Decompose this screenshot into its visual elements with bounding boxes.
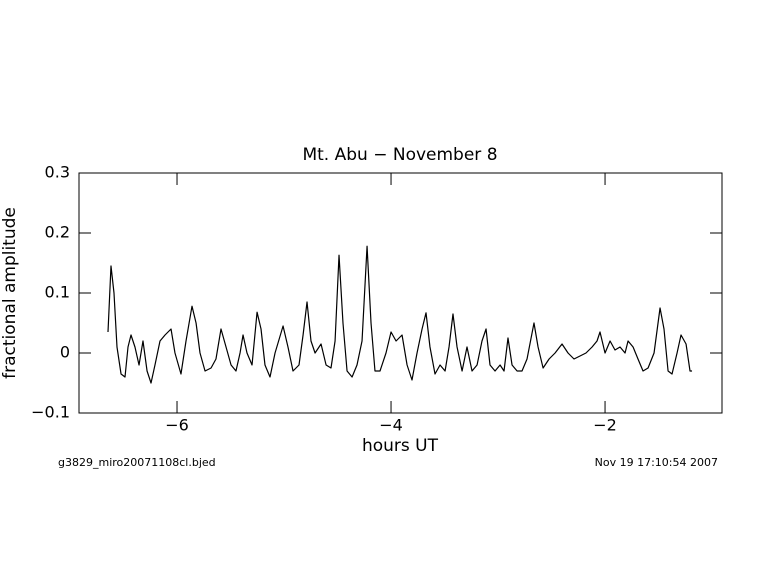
light-curve (107, 245, 693, 384)
x-tick-label: −6 (165, 416, 189, 435)
x-axis-label: hours UT (362, 436, 439, 456)
x-tick-label: −2 (593, 416, 617, 435)
y-tick-label: −0.1 (31, 403, 70, 422)
chart-title: Mt. Abu − November 8 (302, 145, 497, 165)
y-tick-label: 0.2 (45, 223, 70, 242)
y-tick-label: 0.1 (45, 283, 70, 302)
y-tick-label: 0 (60, 343, 70, 362)
y-axis-label: fractional amplitude (0, 207, 20, 379)
plot-frame (78, 172, 723, 414)
footer-file: g3829_miro20071108cl.bjed (58, 456, 216, 469)
y-tick-label: 0.3 (45, 163, 70, 182)
footer-date: Nov 19 17:10:54 2007 (595, 456, 718, 469)
x-tick-label: −4 (379, 416, 403, 435)
